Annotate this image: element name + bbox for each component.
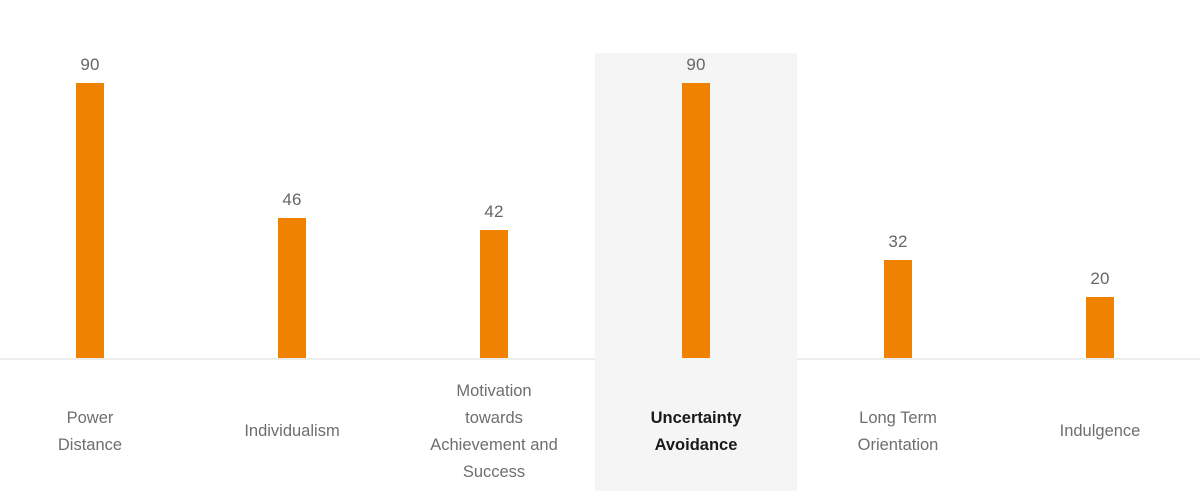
category-label-motivation-towards-achievement-and-success: Motivation towards Achievement and Success	[393, 365, 595, 498]
category-label-line: Individualism	[244, 422, 340, 440]
value-label-individualism: 46	[282, 190, 302, 209]
category-label-line: Long Term	[859, 408, 937, 427]
value-label-long-term-orientation: 32	[888, 232, 908, 251]
category-label-line: Success	[462, 462, 526, 481]
bar-power-distance[interactable]	[76, 83, 104, 358]
category-label-line: Power	[66, 408, 114, 427]
category-label-long-term-orientation: Long Term Orientation	[797, 365, 999, 498]
category-label-line: Motivation	[456, 381, 532, 400]
bar-indulgence[interactable]	[1086, 297, 1114, 358]
bar-individualism[interactable]	[278, 218, 306, 358]
bar-uncertainty-avoidance[interactable]	[682, 83, 710, 358]
category-label-line: Avoidance	[654, 435, 738, 454]
value-label-power-distance: 90	[80, 55, 100, 74]
value-label-uncertainty-avoidance: 90	[686, 55, 706, 74]
category-label-line: towards	[465, 408, 523, 427]
category-label-indulgence: Indulgence	[999, 365, 1200, 498]
bar-motivation-towards-achievement-and-success[interactable]	[480, 230, 508, 358]
bar-long-term-orientation[interactable]	[884, 260, 912, 358]
category-label-power-distance: Power Distance	[0, 365, 191, 498]
category-label-individualism: Individualism	[191, 365, 393, 498]
value-label-motivation-towards-achievement-and-success: 42	[484, 202, 504, 221]
category-label-line: Orientation	[857, 435, 939, 454]
category-label-line: Indulgence	[1059, 422, 1141, 440]
category-label-line: Uncertainty	[650, 408, 742, 427]
category-label-line: Distance	[57, 435, 123, 454]
category-label-uncertainty-avoidance: Uncertainty Avoidance	[595, 365, 797, 498]
category-label-line: Achievement and	[430, 435, 558, 454]
value-label-indulgence: 20	[1090, 269, 1110, 288]
